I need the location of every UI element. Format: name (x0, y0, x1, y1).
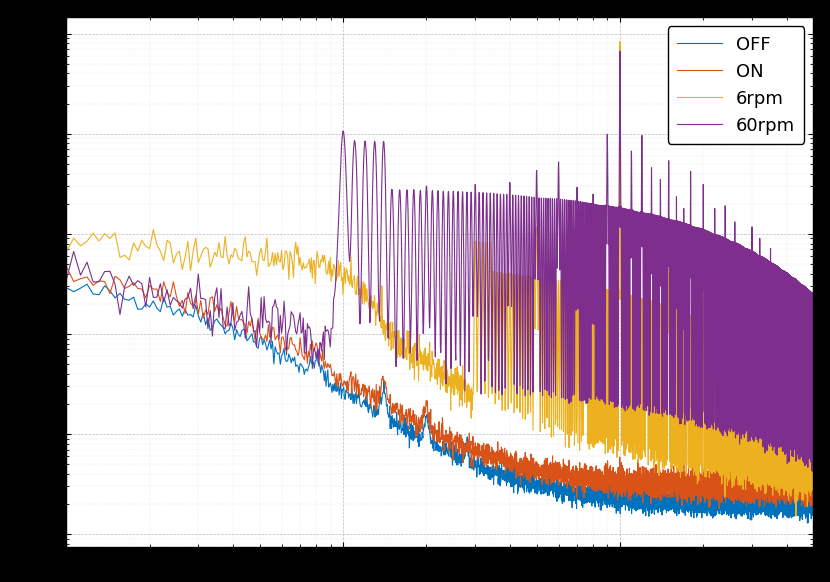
Line: OFF: OFF (66, 284, 813, 523)
60rpm (773, 263, 783, 270)
60rpm (745, 343, 755, 350)
OFF (61, 285, 71, 292)
OFF (803, 520, 813, 527)
ON (686, 493, 696, 500)
OFF (781, 510, 791, 517)
60rpm (453, 193, 463, 200)
60rpm (754, 260, 764, 267)
Line: ON: ON (66, 267, 813, 509)
OFF (773, 504, 783, 511)
60rpm (808, 468, 818, 475)
ON (773, 471, 783, 478)
OFF (808, 489, 818, 496)
6rpm (615, 38, 625, 45)
6rpm (773, 365, 783, 372)
ON (61, 263, 71, 270)
ON (754, 475, 764, 482)
6rpm (686, 382, 696, 389)
ON (453, 448, 463, 455)
6rpm (745, 430, 755, 437)
6rpm (453, 368, 463, 375)
ON (745, 473, 755, 480)
6rpm (61, 249, 71, 255)
60rpm (615, 48, 625, 55)
Legend: OFF, ON, 6rpm, 60rpm: OFF, ON, 6rpm, 60rpm (667, 27, 804, 144)
ON (781, 475, 791, 482)
OFF (82, 281, 92, 288)
Line: 60rpm: 60rpm (66, 51, 813, 471)
OFF (754, 506, 764, 513)
ON (715, 505, 725, 512)
Line: 6rpm: 6rpm (66, 41, 813, 516)
60rpm (808, 290, 818, 297)
6rpm (754, 359, 764, 365)
6rpm (808, 398, 818, 405)
6rpm (791, 513, 801, 520)
OFF (745, 498, 755, 505)
OFF (686, 490, 696, 497)
OFF (454, 453, 464, 460)
60rpm (781, 393, 791, 400)
ON (808, 478, 818, 485)
6rpm (781, 479, 791, 486)
60rpm (686, 296, 696, 303)
60rpm (61, 276, 71, 283)
